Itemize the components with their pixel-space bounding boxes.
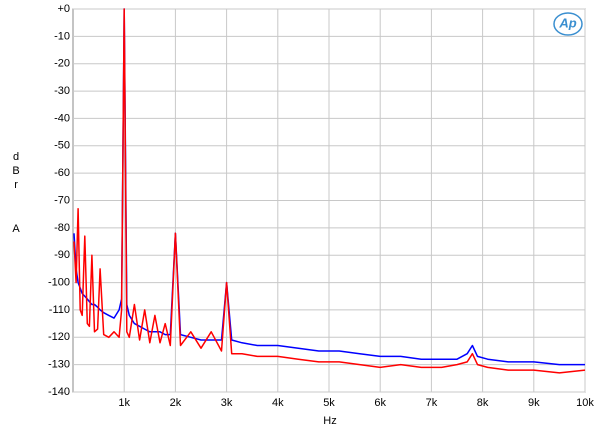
x-tick-label: 9k	[528, 397, 540, 409]
y-axis-unit: A	[12, 223, 20, 235]
y-tick-label: -120	[48, 331, 70, 343]
y-tick-label: -50	[54, 140, 70, 152]
y-tick-label: -110	[49, 304, 70, 316]
y-tick-label: -10	[54, 30, 70, 42]
x-tick-label: 2k	[170, 397, 182, 409]
y-tick-label: -130	[48, 359, 70, 371]
y-axis-label: dBr	[10, 151, 22, 193]
x-tick-label: 3k	[221, 397, 233, 409]
y-tick-label: -30	[54, 85, 70, 97]
x-tick-label: 7k	[426, 397, 438, 409]
series-line	[73, 8, 586, 374]
y-tick-label: +0	[57, 3, 70, 15]
x-tick-label: 10k	[576, 397, 594, 409]
y-tick-label: -20	[54, 58, 70, 70]
x-tick-label: 8k	[477, 397, 489, 409]
y-tick-label: -90	[54, 249, 70, 261]
logo-ring	[553, 12, 583, 36]
x-tick-label: 6k	[374, 397, 386, 409]
x-axis-label: Hz	[323, 415, 336, 427]
logo: Ap	[558, 15, 576, 30]
x-tick-label: 4k	[272, 397, 284, 409]
x-tick-label: 5k	[323, 397, 335, 409]
y-tick-label: -60	[54, 167, 70, 179]
y-tick-label: -140	[48, 386, 70, 398]
y-tick-label: -40	[54, 112, 70, 124]
y-tick-label: -100	[48, 276, 70, 288]
x-tick-label: 1k	[118, 397, 130, 409]
y-tick-label: -70	[54, 194, 70, 206]
y-tick-label: -80	[54, 222, 70, 234]
